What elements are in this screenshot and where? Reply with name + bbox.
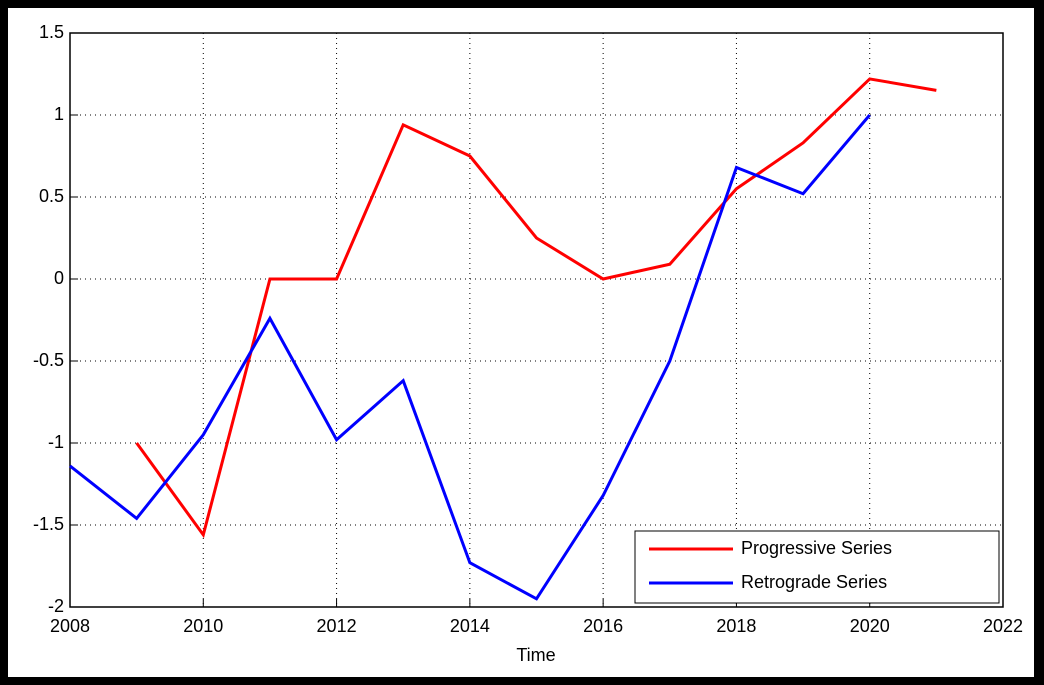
- line: [135, 77, 937, 539]
- y-tick-label: 0: [54, 268, 64, 288]
- y-tick-label: -2: [48, 596, 64, 616]
- x-tick-label: 2016: [583, 616, 623, 636]
- x-axis-label: Time: [516, 645, 555, 665]
- y-tick-label: 1: [54, 104, 64, 124]
- y-tick-label: -1.5: [33, 514, 64, 534]
- y-tick-label: 1.5: [39, 22, 64, 42]
- x-tick-label: 2018: [716, 616, 756, 636]
- legend-label: Progressive Series: [741, 538, 892, 558]
- plot-area: [69, 32, 1004, 608]
- y-tick-label: -0.5: [33, 350, 64, 370]
- x-tick-label: 2010: [183, 616, 223, 636]
- legend-label: Retrograde Series: [741, 572, 887, 592]
- legend: [634, 530, 1000, 604]
- x-tick-label: 2022: [983, 616, 1023, 636]
- x-tick-label: 2014: [450, 616, 490, 636]
- x-tick-label: 2008: [50, 616, 90, 636]
- line: [69, 114, 871, 601]
- y-tick-label: 0.5: [39, 186, 64, 206]
- y-tick-label: -1: [48, 432, 64, 452]
- x-tick-label: 2012: [317, 616, 357, 636]
- x-tick-label: 2020: [850, 616, 890, 636]
